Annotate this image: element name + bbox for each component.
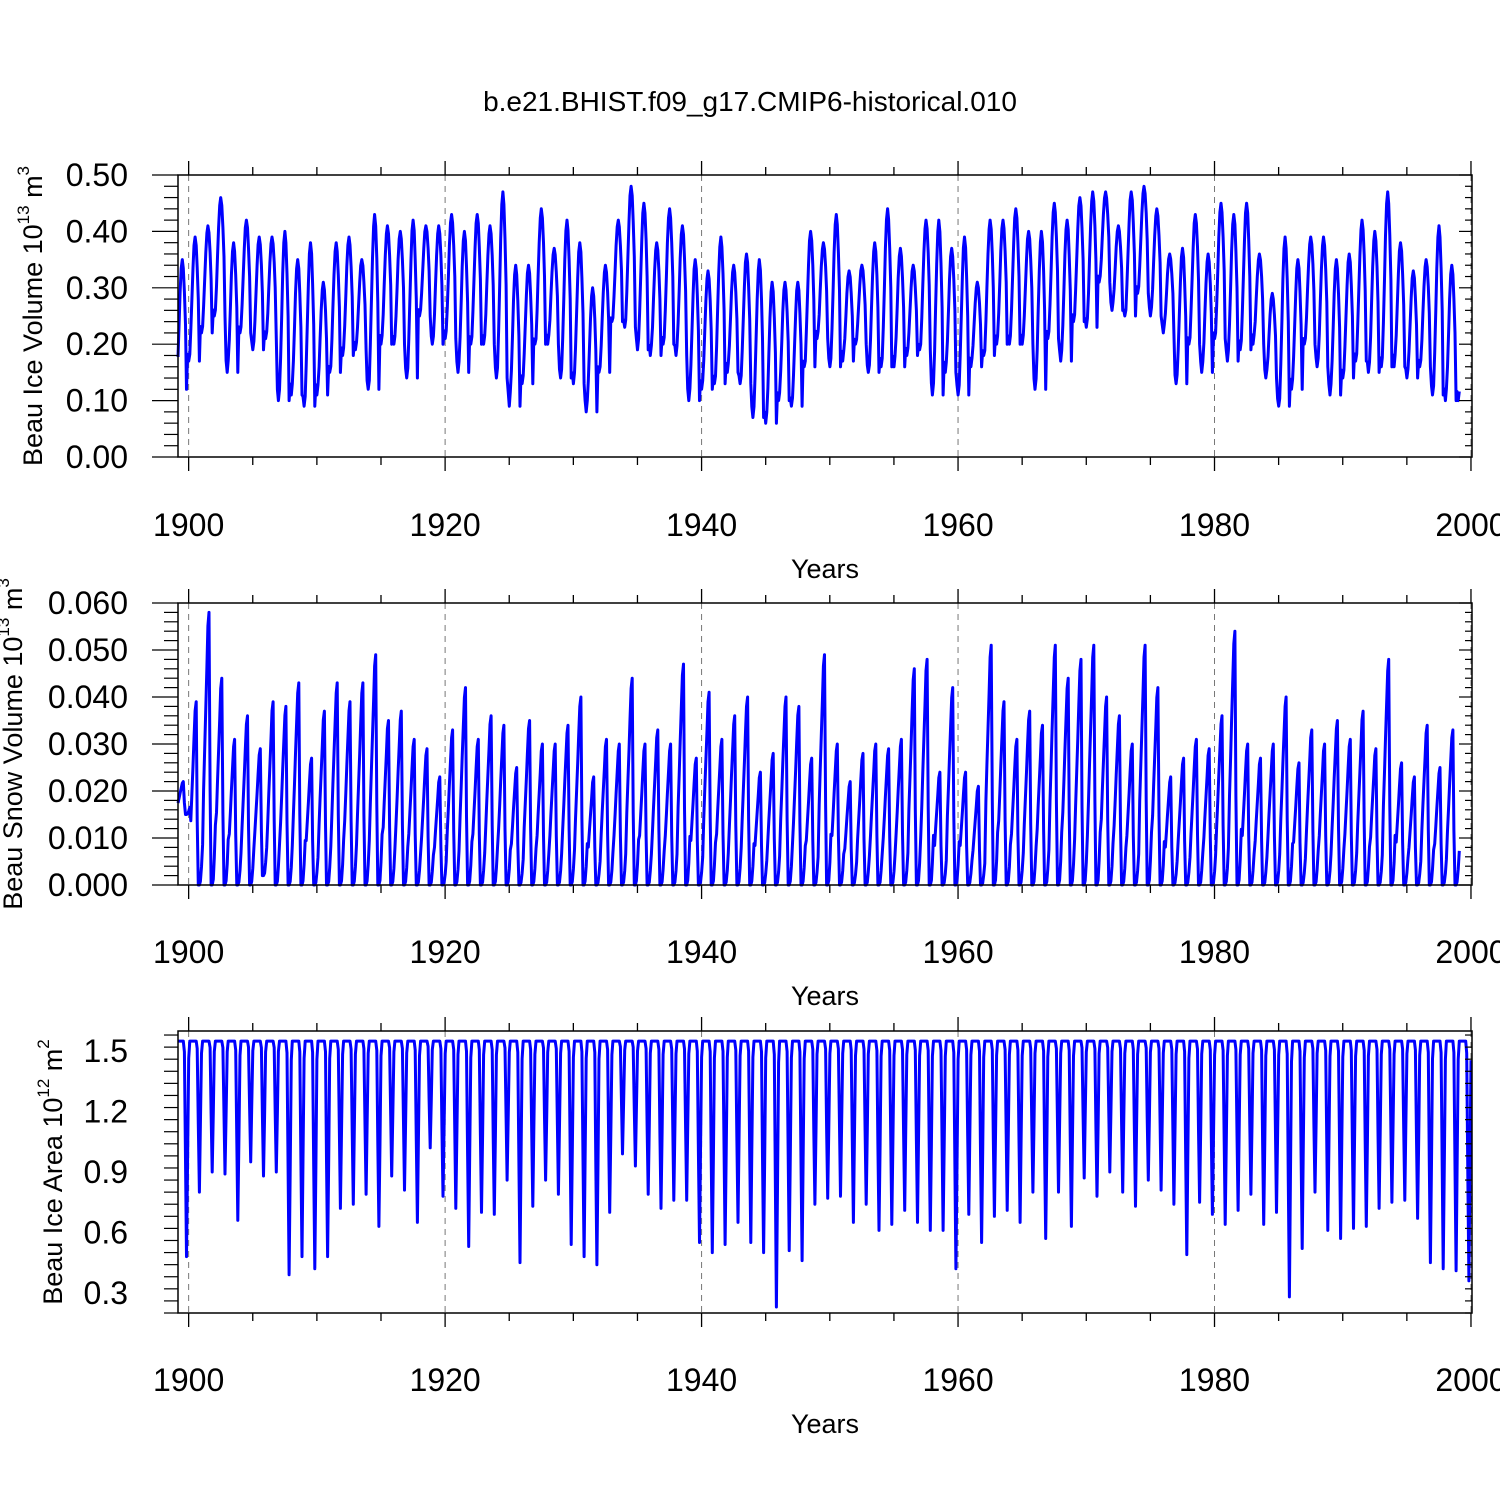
- y-tick-label: 0.10: [66, 383, 128, 419]
- series-line-ice-volume: [176, 184, 1461, 425]
- y-axis-label-unit: m: [38, 1049, 68, 1079]
- x-tick-label: 1920: [410, 507, 481, 543]
- x-tick-label: 1980: [1179, 934, 1250, 970]
- y-axis-label-main: Beau Ice Volume 10: [18, 224, 48, 466]
- panels: 1900 1920 1940 1960 1980 20000.000.100.200.30…: [0, 157, 1500, 1439]
- panel-ice-volume: 1900 1920 1940 1960 1980 2000 0.00 0.10 0.20 0.30…: [14, 157, 1500, 584]
- y-tick-label: 1.5: [84, 1033, 128, 1069]
- x-tick-label: 2000: [1435, 1362, 1500, 1398]
- y-tick-label: 0.060: [48, 585, 128, 621]
- y-axis-label-exponent: 13: [14, 205, 33, 224]
- y-axis-label: Beau Snow Volume 1013 m3: [0, 578, 28, 910]
- y-tick-label: 0.20: [66, 326, 128, 362]
- x-axis-label: Years: [791, 1409, 859, 1439]
- x-tick-label: 1960: [922, 1362, 993, 1398]
- x-axis-label: Years: [791, 554, 859, 584]
- x-tick-label: 1940: [666, 934, 737, 970]
- y-axis-label-exponent: 13: [0, 618, 13, 637]
- x-tick-label: 1900: [153, 1362, 224, 1398]
- panel-snow-volume: 1900 1920 1940 1960 1980 2000 0.000 0.010 0.020 0…: [0, 578, 1500, 1011]
- x-tick-label: 2000: [1435, 934, 1500, 970]
- x-tick-label: 1940: [666, 507, 737, 543]
- x-tick-label: 1960: [922, 507, 993, 543]
- y-tick-label: 0.050: [48, 632, 128, 668]
- x-tick-label: 1900: [153, 934, 224, 970]
- series-line-ice-area: [177, 1039, 1473, 1309]
- y-tick-label: 0.30: [66, 270, 128, 306]
- y-axis-label-main: Beau Snow Volume 10: [0, 637, 28, 910]
- x-tick-label: 2000: [1435, 507, 1500, 543]
- x-axis-label: Years: [791, 981, 859, 1011]
- y-tick-label: 0.000: [48, 867, 128, 903]
- x-tick-label: 1980: [1179, 507, 1250, 543]
- y-axis-label-unit-exponent: 3: [14, 166, 33, 175]
- y-axis-label-main: Beau Ice Area 10: [38, 1098, 68, 1305]
- x-tick-label: 1940: [666, 1362, 737, 1398]
- y-tick-label: 0.3: [84, 1275, 128, 1311]
- plot-frame: [177, 174, 1473, 458]
- y-tick-label: 0.6: [84, 1214, 128, 1250]
- y-tick-label: 0.00: [66, 439, 128, 475]
- x-tick-label: 1960: [922, 934, 993, 970]
- y-axis-label-unit-exponent: 3: [0, 578, 13, 587]
- panel-ice-area: 1900 1920 1940 1960 1980 2000 0.3 0.6 0.9 1.2 1.5 Y…: [34, 1017, 1500, 1439]
- y-axis-label-unit: m: [18, 175, 48, 205]
- y-axis-label: Beau Ice Area 1012 m2: [34, 1039, 68, 1305]
- y-tick-label: 0.9: [84, 1154, 128, 1190]
- chart-title: b.e21.BHIST.f09_g17.CMIP6-historical.010: [483, 86, 1017, 117]
- y-tick-label: 0.50: [66, 157, 128, 193]
- y-tick-label: 1.2: [84, 1094, 128, 1130]
- y-axis-label-exponent: 12: [34, 1079, 53, 1098]
- y-axis-label-unit: m: [0, 588, 28, 618]
- y-axis-label: Beau Ice Volume 1013 m3: [14, 166, 48, 466]
- y-tick-label: 0.40: [66, 213, 128, 249]
- y-axis-label-unit-exponent: 2: [34, 1039, 53, 1048]
- x-tick-label: 1920: [410, 1362, 481, 1398]
- x-tick-label: 1980: [1179, 1362, 1250, 1398]
- y-tick-label: 0.020: [48, 773, 128, 809]
- y-tick-label: 0.040: [48, 679, 128, 715]
- plot-frame: [177, 1030, 1473, 1314]
- x-tick-label: 1900: [153, 507, 224, 543]
- y-tick-label: 0.010: [48, 820, 128, 856]
- y-tick-label: 0.030: [48, 726, 128, 762]
- x-tick-label: 1920: [410, 934, 481, 970]
